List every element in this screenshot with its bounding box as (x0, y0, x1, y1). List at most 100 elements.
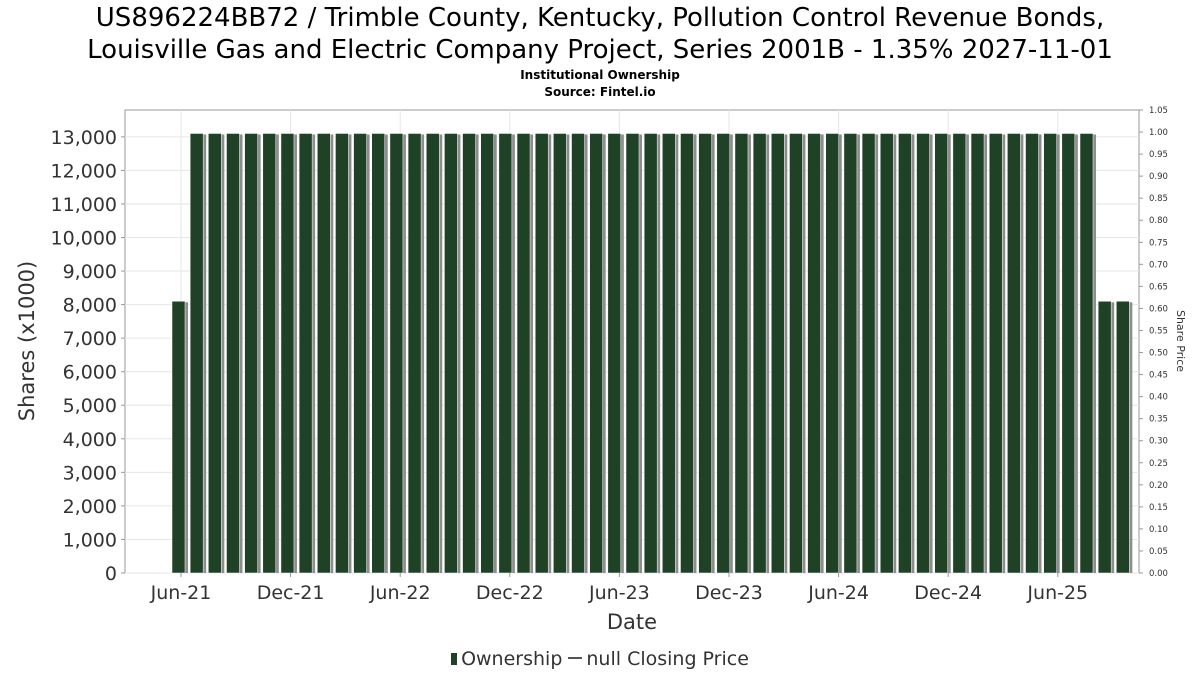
ownership-bar (1061, 133, 1076, 574)
x-tick-label: Dec-22 (476, 582, 544, 604)
x-tick-label: Dec-24 (914, 582, 982, 604)
legend-price-line (568, 657, 583, 659)
ownership-bar (734, 133, 749, 574)
ownership-bar (1116, 300, 1130, 574)
ownership-bar (571, 133, 585, 574)
y2-axis-label: Share Price (1174, 310, 1187, 372)
x-tick-label: Jun-24 (807, 582, 869, 604)
y2-tick-label: 0.25 (1149, 459, 1168, 469)
ownership-bar (480, 133, 494, 574)
y2-tick-label: 0.75 (1149, 238, 1168, 248)
ownership-bar (317, 133, 331, 574)
ownership-bar (898, 133, 912, 574)
ownership-bar (970, 133, 985, 574)
ownership-bar (716, 133, 731, 574)
y2-tick-label: 0.70 (1149, 260, 1168, 270)
y-tick-label: 11,000 (51, 194, 117, 216)
ownership-bar (425, 133, 440, 574)
ownership-bar (1025, 133, 1039, 574)
y-tick-label: 12,000 (51, 160, 117, 182)
ownership-bar (789, 133, 803, 574)
ownership-bar (807, 133, 821, 574)
y-tick-label: 1,000 (63, 529, 117, 551)
y2-tick-label: 0.35 (1149, 415, 1168, 425)
y-axis-label: Shares (x1000) (15, 261, 39, 421)
ownership-bar (262, 133, 277, 574)
y2-tick-label: 0.10 (1149, 525, 1168, 535)
x-tick-label: Dec-21 (257, 582, 325, 604)
x-tick-label: Jun-23 (588, 582, 650, 604)
chart-title-line-2: Louisville Gas and Electric Company Proj… (87, 35, 1113, 65)
y2-tick-label: 0.15 (1149, 503, 1168, 513)
ownership-bar (1097, 300, 1112, 574)
ownership-bar (843, 133, 858, 574)
ownership-bar (625, 133, 640, 574)
y-tick-label: 4,000 (63, 429, 117, 451)
y2-tick-label: 0.50 (1149, 349, 1168, 359)
y2-tick-label: 0.40 (1149, 393, 1168, 403)
y-tick-label: 10,000 (51, 227, 117, 249)
ownership-bar (1043, 133, 1057, 574)
ownership-bar (516, 133, 531, 574)
y-tick-label: 2,000 (63, 496, 117, 518)
y-tick-label: 8,000 (63, 295, 117, 317)
chart-legend: Ownership null Closing Price (0, 648, 1200, 670)
y-tick-label: 9,000 (63, 261, 117, 283)
ownership-bar (1079, 133, 1094, 574)
legend-price-label: null Closing Price (586, 648, 749, 670)
x-tick-label: Jun-22 (369, 582, 431, 604)
y-tick-label: 3,000 (63, 462, 117, 484)
x-tick-label: Dec-23 (695, 582, 763, 604)
y2-tick-label: 0.80 (1149, 216, 1168, 226)
y-tick-label: 6,000 (63, 362, 117, 384)
ownership-bar (589, 133, 603, 574)
ownership-bar (643, 133, 658, 574)
chart-source: Source: Fintel.io (544, 85, 656, 99)
ownership-bar (189, 133, 204, 574)
ownership-bar (534, 133, 549, 574)
y2-tick-label: 0.65 (1149, 282, 1168, 292)
y2-tick-label: 0.45 (1149, 371, 1168, 381)
ownership-bar (607, 133, 622, 574)
ownership-bar (934, 133, 948, 574)
ownership-bar (335, 133, 349, 574)
ownership-bar (226, 133, 240, 574)
ownership-bar (371, 133, 386, 574)
legend-ownership-label: Ownership (461, 648, 563, 670)
ownership-bar (879, 133, 894, 574)
y-tick-label: 0 (105, 563, 117, 585)
ownership-bar (280, 133, 295, 574)
ownership-bar (498, 133, 513, 574)
x-axis-label: Date (607, 610, 657, 634)
ownership-bar (752, 133, 767, 574)
ownership-bar (407, 133, 422, 574)
ownership-bar (298, 133, 313, 574)
y2-tick-label: 0.85 (1149, 194, 1168, 204)
ownership-bar (988, 133, 1003, 574)
y2-tick-label: 0.60 (1149, 304, 1168, 314)
y-tick-label: 13,000 (51, 127, 117, 149)
legend-ownership-swatch (451, 653, 458, 665)
ownership-bar (389, 133, 404, 574)
ownership-bar (444, 133, 458, 574)
y-tick-label: 5,000 (63, 395, 117, 417)
ownership-bar (553, 133, 567, 574)
ownership-bar (208, 133, 222, 574)
y2-tick-label: 0.00 (1149, 569, 1168, 579)
y2-tick-label: 0.95 (1149, 150, 1168, 160)
ownership-bar (698, 133, 712, 574)
y2-tick-label: 1.00 (1149, 128, 1168, 138)
ownership-bar (771, 133, 785, 574)
chart-subtitle: Institutional Ownership (520, 68, 680, 82)
x-tick-label: Jun-25 (1026, 582, 1088, 604)
x-tick-label: Jun-21 (150, 582, 212, 604)
ownership-bar (353, 133, 367, 574)
ownership-bar (680, 133, 694, 574)
y2-tick-label: 0.30 (1149, 437, 1168, 447)
ownership-bar (916, 133, 930, 574)
ownership-bar (952, 133, 967, 574)
y-tick-label: 7,000 (63, 328, 117, 350)
ownership-bar (662, 133, 676, 574)
chart-title-line-1: US896224BB72 / Trimble County, Kentucky,… (95, 3, 1105, 33)
